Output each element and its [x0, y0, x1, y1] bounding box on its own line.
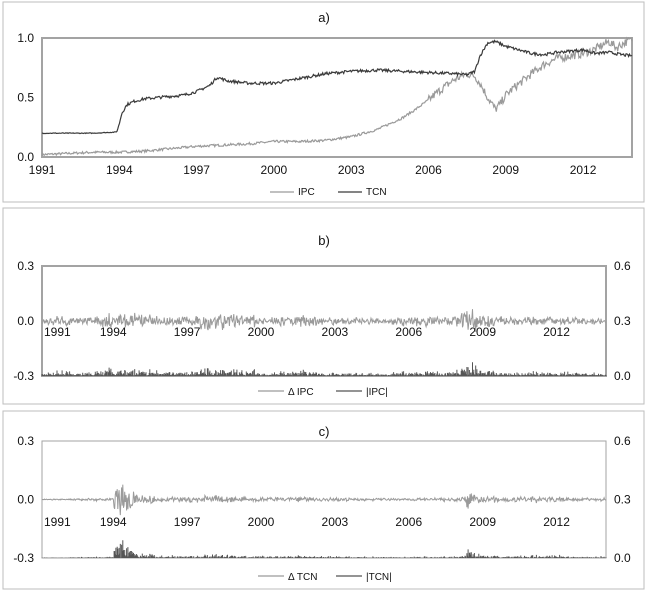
legend-label: |IPC|: [366, 387, 388, 398]
y-tick-label-left: -0.3: [13, 551, 34, 565]
y-tick-label-right: 0.3: [614, 493, 631, 507]
series-line-returns: [41, 484, 607, 516]
x-tick-label: 2003: [322, 515, 349, 529]
x-tick-label: 1997: [174, 325, 201, 339]
legend-label: Δ TCN: [288, 572, 317, 583]
x-tick-label: 2000: [248, 325, 275, 339]
y-tick-label-right: 0.0: [614, 369, 631, 383]
y-tick-label-right: 0.3: [614, 314, 631, 328]
x-tick-label: 2000: [248, 515, 275, 529]
legend-label: TCN: [366, 187, 387, 198]
y-tick-label-left: 0.0: [17, 493, 34, 507]
x-tick-label: 1997: [174, 515, 201, 529]
x-tick-label: 2006: [415, 163, 442, 177]
x-tick-label: 2012: [543, 325, 570, 339]
panel-a-series: [41, 36, 633, 157]
panel-b-series: [41, 309, 607, 376]
panel-c-legend: Δ TCN |TCN|: [258, 572, 392, 583]
x-tick-label: 1991: [29, 163, 56, 177]
panel-c-title: c): [319, 424, 330, 439]
series-line-tcn: [41, 39, 633, 135]
x-tick-label: 1994: [106, 163, 133, 177]
x-tick-label: 2003: [338, 163, 365, 177]
panel-a-plot-area: [41, 37, 633, 158]
x-tick-label: 2012: [543, 515, 570, 529]
legend-label: IPC: [298, 187, 315, 198]
y-tick-label-right: 0.0: [614, 551, 631, 565]
panel-a-title: a): [318, 10, 330, 25]
legend-label: Δ IPC: [288, 387, 314, 398]
y-tick-label-left: 0.3: [17, 259, 34, 273]
y-tick-label: 0.5: [17, 91, 34, 105]
panel-a-x-axis: 1991 1994 1997 2000 2003 2006 2009 2012: [29, 163, 597, 177]
y-tick-label: 0.0: [17, 150, 34, 164]
y-tick-label-left: 0.0: [17, 314, 34, 328]
x-tick-label: 1994: [100, 515, 127, 529]
y-tick-label-right: 0.6: [614, 434, 631, 448]
y-tick-label-left: -0.3: [13, 369, 34, 383]
panel-a-frame: [2, 1, 645, 203]
panel-c-x-axis: 1991 1994 1997 2000 2003 2006 2009 2012: [44, 515, 570, 529]
y-tick-label: 1.0: [17, 31, 34, 45]
series-bars-absolute: [41, 362, 607, 376]
x-tick-label: 2009: [469, 515, 496, 529]
x-tick-label: 2012: [570, 163, 597, 177]
x-tick-label: 2009: [492, 163, 519, 177]
x-tick-label: 1997: [183, 163, 210, 177]
series-line-ipc: [41, 36, 633, 157]
panel-a-legend: IPC TCN: [270, 187, 387, 198]
x-tick-label: 2006: [395, 325, 422, 339]
legend-label: |TCN|: [366, 572, 392, 583]
series-line-returns: [41, 309, 607, 332]
y-tick-label-right: 0.6: [614, 259, 631, 273]
panel-b-legend: Δ IPC |IPC|: [258, 387, 388, 398]
series-bars-absolute: [41, 540, 607, 558]
panel-c-series: [41, 484, 607, 558]
panel-a-y-axis: 0.0 0.5 1.0: [17, 31, 34, 164]
x-tick-label: 1994: [100, 325, 127, 339]
y-tick-label-left: 0.3: [17, 434, 34, 448]
panel-b-y-axis: 0.3 0.0 -0.3 0.6 0.3 0.0: [13, 259, 631, 383]
x-tick-label: 1991: [44, 515, 71, 529]
x-tick-label: 2006: [395, 515, 422, 529]
x-tick-label: 1991: [44, 325, 71, 339]
panel-c-y-axis: 0.3 0.0 -0.3 0.6 0.3 0.0: [13, 434, 631, 565]
panel-b-title: b): [318, 233, 330, 248]
x-tick-label: 2003: [322, 325, 349, 339]
x-tick-label: 2000: [261, 163, 288, 177]
